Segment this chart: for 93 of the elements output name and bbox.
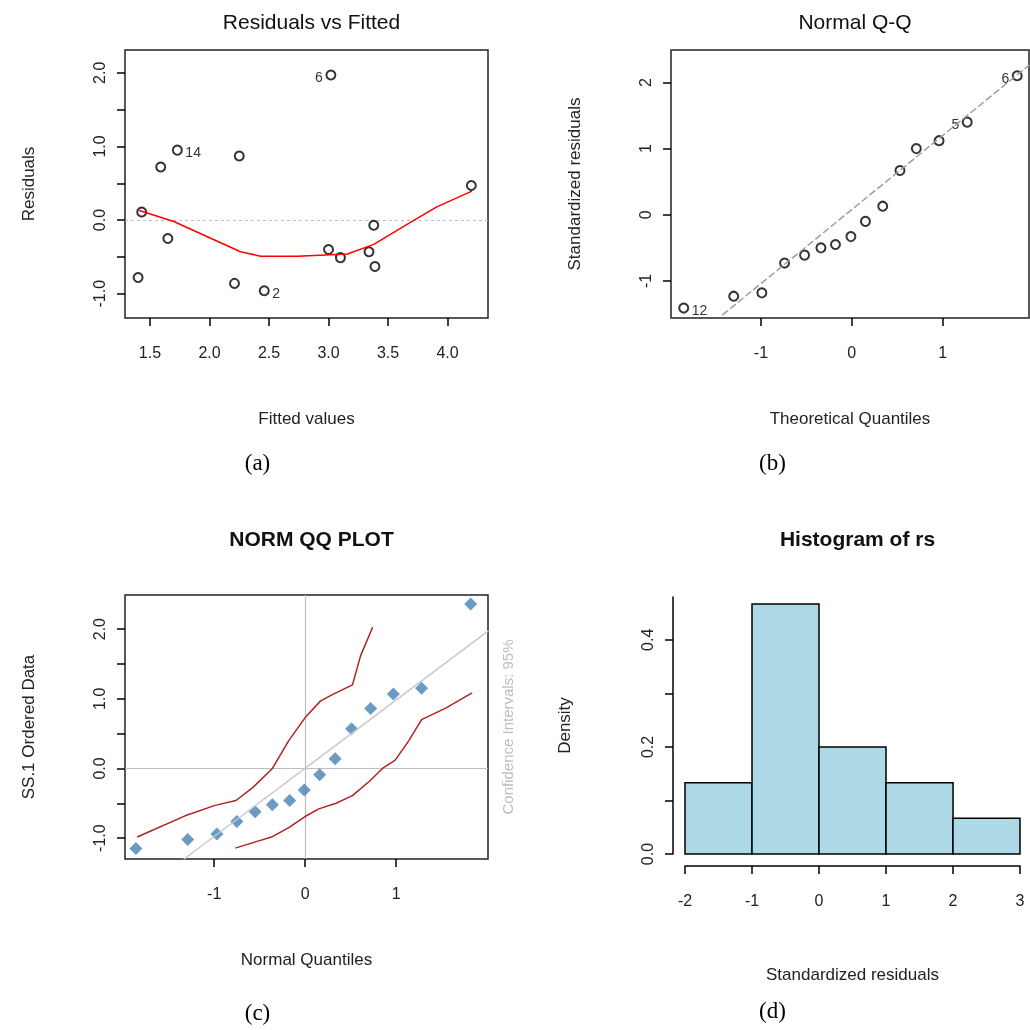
y-tick-label: -1.0 — [90, 824, 108, 852]
line-series — [136, 626, 374, 838]
point — [877, 200, 889, 212]
point — [132, 272, 144, 283]
chart-title: NORM QQ PLOT — [229, 527, 394, 550]
x-tick-label: 3.0 — [317, 343, 340, 361]
point — [728, 290, 740, 302]
point — [465, 179, 477, 191]
point — [415, 681, 429, 695]
x-tick-label: 4.0 — [436, 343, 459, 361]
y-tick-label: 0.4 — [638, 628, 656, 651]
x-tick-label: 1 — [391, 884, 401, 902]
text: Confidence Intervals: 95% — [499, 639, 516, 815]
y-tick-label: 1.0 — [90, 135, 108, 158]
point — [258, 285, 270, 297]
point — [171, 144, 183, 156]
point — [799, 249, 811, 261]
y-axis-title: Density — [555, 696, 574, 754]
x-tick-label: 2.0 — [198, 343, 221, 361]
x-tick-label: 3.5 — [376, 343, 400, 361]
point — [364, 702, 378, 716]
point — [829, 239, 841, 251]
point — [155, 161, 167, 173]
point — [129, 842, 143, 856]
point — [297, 783, 311, 797]
text: (d) — [759, 998, 786, 1023]
chart-title: Residuals vs Fitted — [222, 10, 401, 33]
x-tick-label: -1 — [753, 343, 769, 361]
y-tick-label: 0.0 — [90, 757, 108, 780]
annotation: 2 — [272, 284, 281, 301]
x-axis-title: Normal Quantiles — [240, 950, 373, 969]
point — [845, 231, 857, 243]
point — [756, 287, 768, 299]
point — [464, 597, 478, 611]
annotation: 6 — [315, 69, 324, 86]
text: (b) — [759, 450, 786, 475]
x-tick-label: 1.5 — [138, 343, 162, 361]
point — [386, 687, 400, 701]
x-tick-label: 1 — [881, 891, 891, 909]
x-tick-label: 2 — [948, 891, 958, 909]
point — [910, 143, 922, 155]
point — [162, 232, 174, 244]
x-axis-title: Theoretical Quantiles — [769, 409, 931, 428]
point — [323, 244, 335, 256]
point — [859, 215, 871, 227]
text: (a) — [244, 450, 271, 475]
x-tick-label: 1 — [938, 343, 948, 361]
y-axis-title: Residuals — [19, 146, 38, 222]
x-axis-title: Standardized residuals — [766, 965, 939, 984]
y-axis-title: SS.1 Ordered Data — [19, 654, 38, 800]
annotation: 6 — [1001, 69, 1010, 86]
y-tick-label: 1 — [636, 144, 654, 154]
x-tick-label: 0 — [300, 884, 310, 902]
point — [229, 277, 240, 289]
y-tick-label: 0.0 — [90, 208, 108, 232]
point — [265, 798, 279, 812]
point — [815, 242, 827, 254]
annotation: 14 — [185, 144, 202, 161]
x-tick-label: -1 — [744, 891, 760, 909]
x-tick-label: 3 — [1015, 891, 1025, 909]
x-tick-label: -2 — [677, 891, 693, 909]
x-tick-label: 0 — [814, 891, 824, 909]
y-tick-label: 2 — [636, 77, 654, 87]
chart-title: Normal Q-Q — [798, 10, 912, 33]
x-tick-label: 0 — [847, 343, 857, 361]
y-tick-label: 1.0 — [90, 687, 108, 710]
text: (c) — [244, 1000, 271, 1025]
y-tick-label: -1 — [636, 273, 654, 289]
point — [181, 833, 195, 846]
point — [283, 793, 297, 807]
y-tick-label: -1.0 — [90, 279, 108, 308]
annotation: 12 — [691, 302, 708, 319]
chart-title: Histogram of rs — [779, 527, 936, 550]
y-tick-label: 2.0 — [90, 617, 108, 641]
point — [313, 768, 327, 782]
y-tick-label: 2.0 — [90, 61, 108, 84]
point — [233, 150, 245, 162]
y-tick-label: 0.0 — [638, 842, 656, 866]
x-tick-label: -1 — [207, 884, 222, 902]
point — [961, 116, 973, 128]
x-tick-label: 2.5 — [257, 343, 281, 361]
line-series — [235, 692, 473, 849]
point — [363, 246, 375, 258]
y-axis-title: Standardized residuals — [565, 97, 584, 271]
point — [328, 752, 342, 766]
point — [369, 260, 381, 272]
point — [678, 302, 690, 314]
annotation: 5 — [951, 116, 960, 133]
y-tick-label: 0 — [636, 210, 654, 220]
y-tick-label: 0.2 — [638, 735, 656, 759]
x-axis-title: Fitted values — [258, 409, 355, 428]
point — [325, 69, 337, 81]
point — [368, 219, 380, 231]
